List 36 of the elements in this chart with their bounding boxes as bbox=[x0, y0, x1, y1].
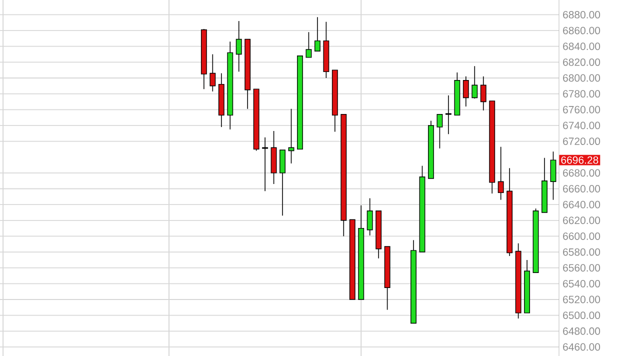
y-tick-label: 6720.00 bbox=[563, 138, 600, 146]
y-tick-label: 6740.00 bbox=[563, 122, 600, 130]
candlestick bbox=[445, 95, 452, 135]
y-tick-label: 6820.00 bbox=[563, 58, 600, 66]
candlestick bbox=[366, 198, 373, 236]
y-tick-label: 6860.00 bbox=[563, 26, 600, 34]
y-tick-label: 6800.00 bbox=[563, 74, 600, 82]
y-tick-label: 6880.00 bbox=[563, 11, 600, 18]
y-tick-label: 6520.00 bbox=[563, 296, 600, 304]
y-tick-label: 6560.00 bbox=[563, 264, 600, 272]
y-tick-label: 6500.00 bbox=[563, 312, 600, 320]
y-tick-label: 6540.00 bbox=[563, 280, 600, 288]
candlestick bbox=[210, 54, 216, 92]
y-tick-label: 6600.00 bbox=[563, 232, 600, 240]
y-tick-label: 6680.00 bbox=[563, 169, 600, 177]
candlestick bbox=[280, 150, 286, 216]
candlestick bbox=[472, 66, 478, 99]
candlestick bbox=[498, 146, 504, 200]
y-tick-label: 6660.00 bbox=[563, 185, 600, 192]
y-tick-label: 6580.00 bbox=[563, 248, 600, 256]
text: 6696.28 bbox=[561, 156, 598, 164]
y-tick-label: 6460.00 bbox=[563, 343, 600, 351]
candlestick bbox=[236, 20, 242, 72]
candlestick bbox=[306, 32, 312, 58]
y-tick-label: 6620.00 bbox=[563, 216, 600, 224]
candlestick bbox=[262, 136, 268, 192]
y-tick-label: 6640.00 bbox=[563, 200, 600, 208]
candlestick bbox=[462, 76, 469, 107]
candlestick bbox=[436, 114, 443, 149]
y-tick-label: 6780.00 bbox=[563, 90, 600, 98]
candlestick bbox=[550, 151, 556, 200]
candlestick bbox=[314, 16, 320, 52]
y-tick-label: 6760.00 bbox=[563, 106, 600, 114]
y-tick-label: 6840.00 bbox=[563, 42, 600, 50]
y-tick-label: 6480.00 bbox=[563, 327, 600, 335]
candlestick bbox=[480, 76, 486, 111]
